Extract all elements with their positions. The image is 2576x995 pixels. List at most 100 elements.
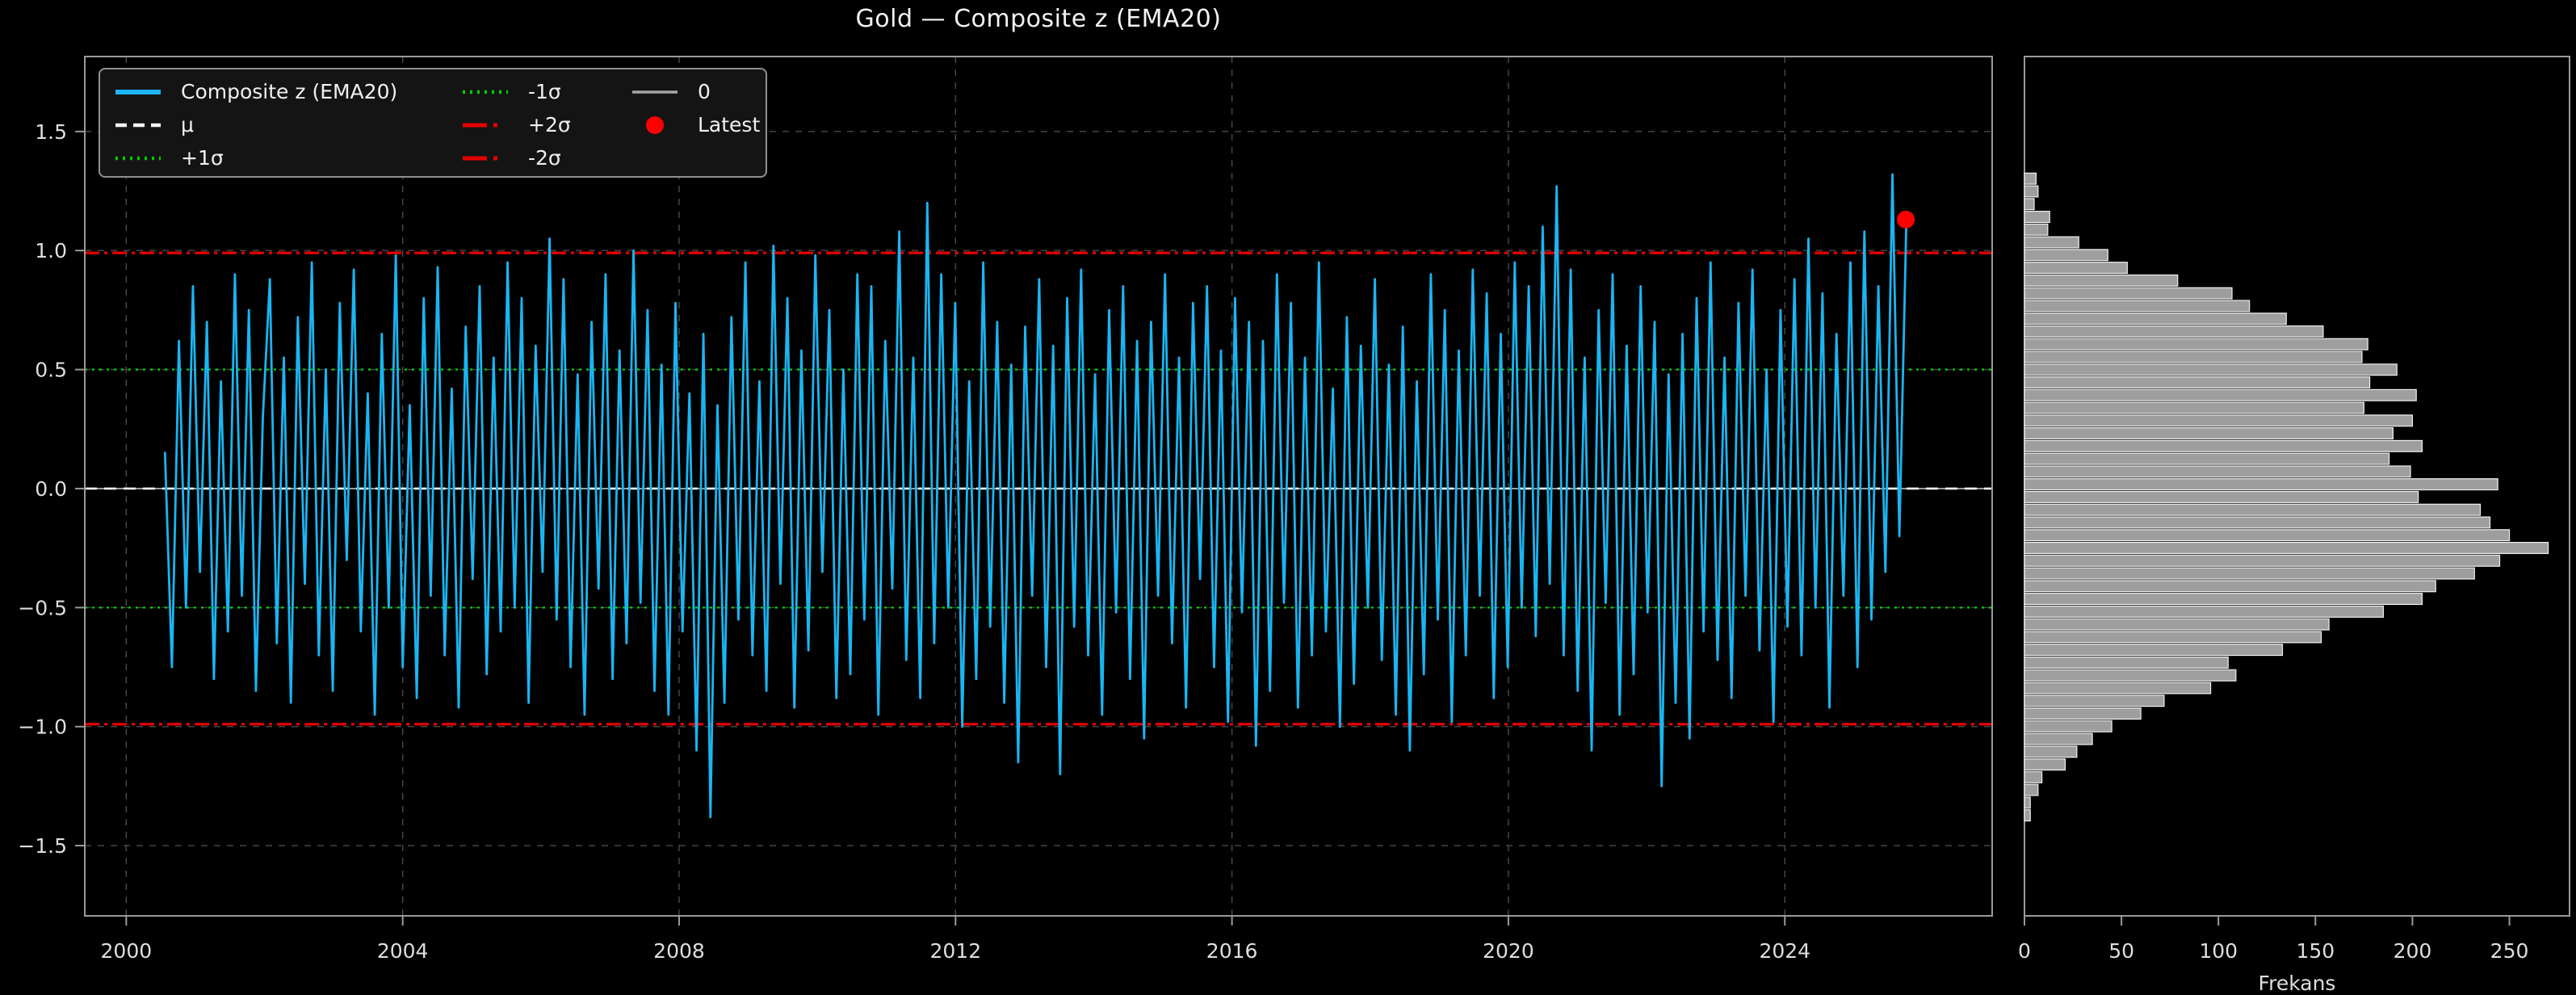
y-tick-label: 0.0	[35, 477, 67, 501]
legend-item: Composite z (EMA20)	[113, 75, 397, 108]
hist-bar	[2024, 733, 2093, 745]
legend-label: μ	[181, 113, 194, 136]
hist-bar	[2024, 644, 2284, 657]
hist-bar	[2024, 618, 2330, 631]
hist-bar	[2024, 236, 2079, 249]
hist-bar	[2024, 605, 2384, 618]
hist-bar	[2024, 274, 2179, 287]
legend-item: +2σ	[460, 108, 571, 141]
hist-bar	[2024, 198, 2035, 211]
legend-swatch	[630, 80, 680, 104]
hist-xaxis-label: Frekans	[2259, 972, 2336, 995]
hist-bar	[2024, 745, 2078, 758]
hist-bar	[2024, 376, 2371, 388]
hist-bar	[2024, 439, 2423, 452]
hist-bar	[2024, 541, 2549, 554]
hist-bar	[2024, 516, 2491, 529]
hist-bar	[2024, 249, 2108, 262]
legend-swatch	[113, 80, 163, 104]
hist-bar	[2024, 809, 2031, 822]
x-tick-label: 2000	[101, 939, 153, 963]
composite-z-series-line	[163, 173, 1908, 819]
legend-label: -2σ	[528, 146, 561, 170]
x-tick-label: 2008	[653, 939, 705, 963]
hist-bar	[2024, 796, 2031, 809]
hist-bar	[2024, 529, 2511, 542]
hist-bar	[2024, 770, 2043, 783]
y-tick-label: −1.5	[18, 834, 67, 858]
legend-item: -1σ	[460, 75, 561, 108]
hist-x-tick-label: 0	[2018, 939, 2031, 963]
hist-bar	[2024, 465, 2411, 478]
hist-bar	[2024, 388, 2417, 401]
hist-bar	[2024, 682, 2212, 695]
legend-item: μ	[113, 108, 194, 141]
legend-label: +2σ	[528, 113, 571, 136]
x-tick-label: 2004	[377, 939, 429, 963]
latest-point-marker	[1897, 210, 1915, 229]
legend-label: Latest	[698, 113, 761, 136]
hist-bar	[2024, 172, 2037, 185]
legend-swatch	[113, 146, 163, 170]
hist-bar	[2024, 262, 2128, 275]
legend-swatch	[460, 113, 510, 137]
hist-bar	[2024, 707, 2142, 720]
legend-swatch	[113, 113, 163, 137]
legend: Composite z (EMA20) μ +1σ -1σ +2σ -2σ 0 Latest	[99, 68, 767, 178]
hist-bar	[2024, 300, 2251, 313]
hist-x-tick-label: 150	[2296, 939, 2335, 963]
hist-bar	[2024, 427, 2394, 440]
hist-bar	[2024, 656, 2229, 669]
hist-bar	[2024, 720, 2112, 733]
hist-bar	[2024, 783, 2039, 796]
hist-bar	[2024, 351, 2363, 363]
hist-bar	[2024, 414, 2414, 427]
latest-dot-swatch	[646, 115, 664, 134]
figure-title: Gold — Composite z (EMA20)	[855, 5, 1222, 33]
hist-bar	[2024, 452, 2390, 465]
legend-label: -1σ	[528, 80, 561, 103]
hist-bar	[2024, 223, 2049, 236]
legend-label: 0	[698, 80, 711, 103]
hist-bar	[2024, 554, 2501, 567]
hist-bar	[2024, 185, 2039, 198]
hist-bar	[2024, 478, 2498, 491]
legend-item: 0	[630, 75, 711, 108]
y-tick-label: 0.5	[35, 359, 67, 382]
hist-bar	[2024, 580, 2436, 593]
hist-bar	[2024, 758, 2066, 771]
x-tick-label: 2024	[1759, 939, 1810, 963]
hist-x-tick-label: 200	[2393, 939, 2432, 963]
main-panel-spine	[84, 56, 1993, 917]
hist-x-tick-label: 100	[2199, 939, 2238, 963]
hist-bar	[2024, 211, 2050, 223]
hist-bar	[2024, 313, 2287, 325]
hist-bar	[2024, 695, 2165, 707]
x-tick-label: 2020	[1483, 939, 1534, 963]
legend-swatch	[630, 113, 680, 137]
hist-bar	[2024, 593, 2423, 606]
y-tick-label: 1.5	[35, 120, 67, 144]
y-tick-label: 1.0	[35, 239, 67, 262]
legend-item: -2σ	[460, 141, 561, 174]
hist-bar	[2024, 325, 2324, 338]
hist-bar	[2024, 567, 2475, 580]
legend-swatch	[460, 146, 510, 170]
legend-swatch	[460, 80, 510, 104]
legend-item: +1σ	[113, 141, 224, 174]
y-tick-label: −1.0	[18, 716, 67, 739]
legend-label: Composite z (EMA20)	[181, 80, 398, 103]
hist-bar	[2024, 669, 2237, 682]
hist-bar	[2024, 287, 2233, 300]
hist-bar	[2024, 401, 2364, 414]
x-tick-label: 2016	[1206, 939, 1258, 963]
x-tick-label: 2012	[929, 939, 981, 963]
y-tick-label: −0.5	[18, 596, 67, 619]
hist-bar	[2024, 503, 2482, 516]
hist-x-tick-label: 50	[2108, 939, 2134, 963]
hist-bar	[2024, 631, 2322, 644]
hist-bar	[2024, 490, 2419, 503]
hist-x-tick-label: 250	[2490, 939, 2529, 963]
